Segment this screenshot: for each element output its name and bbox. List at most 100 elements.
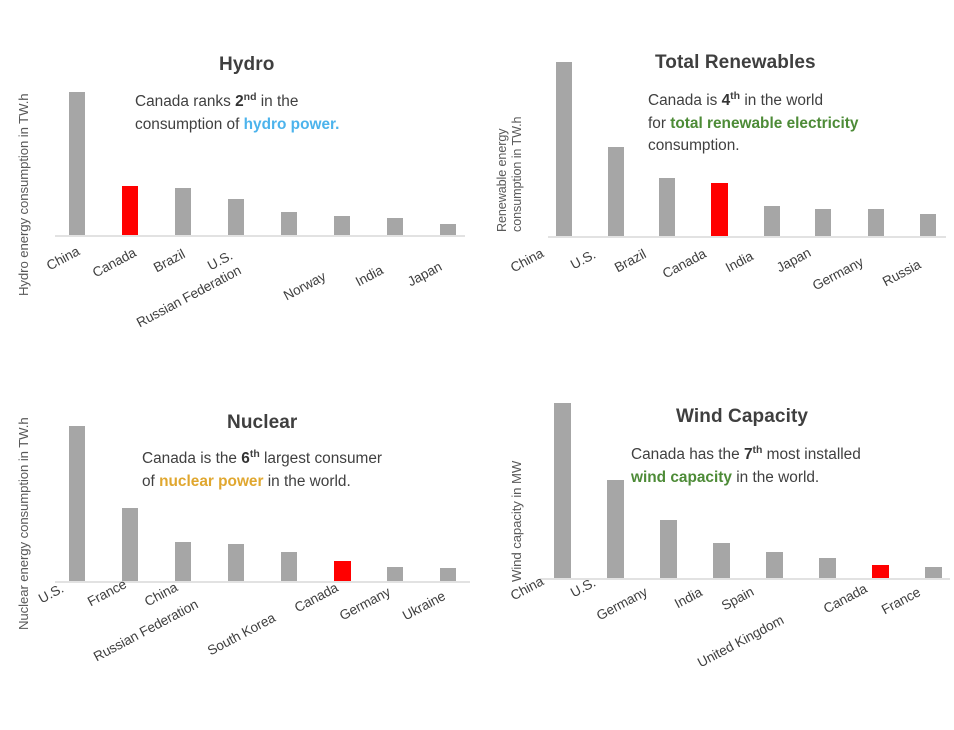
plot-area-total-renewables bbox=[548, 60, 948, 238]
chart-panel-wind-capacity: Wind capacity in MW Wind Capacity Canada… bbox=[480, 360, 954, 730]
bar-hydro-norway[interactable] bbox=[334, 216, 350, 235]
annotation-nuclear: Canada is the 6th largest consumer of nu… bbox=[142, 448, 462, 493]
bar-tr-brazil[interactable] bbox=[659, 178, 675, 236]
annotation-wind-rank: 7 bbox=[743, 446, 753, 463]
plot-area-wind bbox=[540, 400, 950, 580]
x-label-wind-canada: Canada bbox=[821, 580, 870, 617]
annotation-wind-highlight: wind capacity bbox=[631, 468, 732, 486]
annotation-tr-line1-pre: Canada is bbox=[648, 92, 722, 109]
annotation-tr-highlight: total renewable electricity bbox=[670, 114, 859, 132]
bar-nuc-russian-federation[interactable] bbox=[228, 544, 244, 581]
x-label-hydro-china: China bbox=[44, 243, 82, 274]
y-axis-title-wind-capacity: Wind capacity in MW bbox=[509, 460, 524, 582]
bar-nuc-france[interactable] bbox=[122, 508, 138, 581]
bar-hydro-india[interactable] bbox=[387, 218, 403, 235]
annotation-nuc-rank-suffix: th bbox=[249, 448, 260, 460]
bar-wind-france[interactable] bbox=[925, 567, 942, 578]
bar-wind-united-kingdom[interactable] bbox=[819, 558, 836, 578]
x-label-nuc-south-korea: South Korea bbox=[205, 610, 278, 659]
annotation-wind-line1-post: most installed bbox=[762, 446, 861, 463]
y-axis-title-nuclear: Nuclear energy consumption in TW.h bbox=[16, 417, 31, 630]
bar-wind-china[interactable] bbox=[554, 403, 571, 578]
x-label-hydro-norway: Norway bbox=[281, 268, 329, 304]
chart-title-total-renewables: Total Renewables bbox=[655, 52, 816, 73]
bar-tr-canada[interactable] bbox=[711, 183, 728, 236]
annotation-hydro-rank-suffix: nd bbox=[243, 91, 257, 103]
chart-panel-nuclear: Nuclear energy consumption in TW.h Nucle… bbox=[0, 360, 480, 730]
x-label-wind-france: France bbox=[879, 584, 923, 618]
annotation-nuc-rank: 6 bbox=[241, 450, 250, 467]
annotation-hydro-line1-pre: Canada ranks bbox=[135, 93, 236, 110]
chart-title-hydro: Hydro bbox=[219, 54, 275, 75]
bar-tr-india[interactable] bbox=[764, 206, 780, 236]
annotation-hydro-rank: 2 bbox=[235, 93, 244, 110]
x-label-nuc-russian-federation: Russian Federation bbox=[91, 596, 201, 665]
annotation-nuc-line2-post: in the world. bbox=[263, 472, 351, 490]
y-axis-title-total-renewables: Renewable energy consumption in TW.h bbox=[495, 116, 524, 232]
bar-wind-canada[interactable] bbox=[872, 565, 889, 578]
x-label-nuc-us: U.S. bbox=[36, 580, 67, 607]
bar-nuc-ukraine[interactable] bbox=[440, 568, 456, 581]
bar-hydro-japan[interactable] bbox=[440, 224, 456, 235]
bar-hydro-canada[interactable] bbox=[122, 186, 138, 235]
bar-hydro-brazil[interactable] bbox=[175, 188, 191, 235]
x-label-hydro-brazil: Brazil bbox=[151, 246, 188, 276]
chart-panel-total-renewables: Renewable energy consumption in TW.h Tot… bbox=[480, 0, 954, 360]
x-label-nuc-canada: Canada bbox=[292, 579, 341, 616]
annotation-hydro: Canada ranks 2nd in the consumption of h… bbox=[135, 91, 425, 136]
annotation-nuc-line2-pre: of bbox=[142, 472, 160, 490]
bar-hydro-russian-federation[interactable] bbox=[281, 212, 297, 235]
x-label-tr-japan: Japan bbox=[774, 244, 814, 276]
x-label-nuc-germany: Germany bbox=[337, 584, 393, 624]
x-label-wind-spain: Spain bbox=[719, 583, 757, 614]
bar-tr-russia[interactable] bbox=[920, 214, 936, 236]
x-axis-line-nuclear bbox=[55, 581, 470, 583]
annotation-nuc-line1-post: largest consumer bbox=[259, 450, 383, 467]
annotation-tr-line3: consumption. bbox=[648, 137, 740, 155]
x-axis-line-hydro bbox=[55, 235, 465, 237]
bar-tr-china[interactable] bbox=[556, 62, 572, 236]
x-label-hydro-russian-federation: Russian Federation bbox=[134, 262, 244, 331]
bar-tr-germany[interactable] bbox=[868, 209, 884, 236]
chart-title-nuclear: Nuclear bbox=[227, 412, 298, 433]
x-label-wind-india: India bbox=[672, 584, 705, 612]
annotation-tr-rank: 4 bbox=[721, 92, 731, 109]
x-label-tr-brazil: Brazil bbox=[612, 246, 649, 276]
x-label-hydro-japan: Japan bbox=[405, 258, 445, 290]
bar-nuc-canada[interactable] bbox=[334, 561, 351, 581]
x-label-nuc-china: China bbox=[142, 579, 180, 610]
bar-nuc-us[interactable] bbox=[69, 426, 85, 581]
x-label-hydro-india: India bbox=[353, 262, 386, 290]
bar-tr-japan[interactable] bbox=[815, 209, 831, 236]
annotation-hydro-line2-pre: consumption of bbox=[135, 115, 244, 133]
annotation-tr-rank-suffix: th bbox=[730, 90, 741, 102]
y-axis-title-hydro: Hydro energy consumption in TW.h bbox=[16, 93, 31, 296]
annotation-wind-line2-post: in the world. bbox=[731, 468, 820, 486]
bar-wind-india[interactable] bbox=[713, 543, 730, 578]
bar-hydro-us[interactable] bbox=[228, 199, 244, 235]
x-label-hydro-canada: Canada bbox=[90, 244, 139, 281]
x-label-wind-united-kingdom: United Kingdom bbox=[695, 612, 787, 671]
plot-area-hydro bbox=[55, 85, 465, 237]
x-axis-line-wind-capacity bbox=[540, 578, 950, 580]
x-label-nuc-ukraine: Ukraine bbox=[400, 588, 448, 624]
chart-panel-hydro: Hydro energy consumption in TW.h Hydro C… bbox=[0, 0, 480, 360]
bar-nuc-china[interactable] bbox=[175, 542, 191, 581]
x-label-tr-canada: Canada bbox=[660, 245, 709, 282]
bar-tr-us[interactable] bbox=[608, 147, 624, 236]
bar-wind-spain[interactable] bbox=[766, 552, 783, 578]
annotation-wind-rank-suffix: th bbox=[752, 444, 763, 456]
plot-area-nuclear bbox=[55, 421, 470, 583]
annotation-hydro-highlight: hydro power. bbox=[243, 115, 340, 133]
bar-wind-germany[interactable] bbox=[660, 520, 677, 578]
bar-nuc-germany[interactable] bbox=[387, 567, 403, 581]
bar-hydro-china[interactable] bbox=[69, 92, 85, 235]
bar-wind-us[interactable] bbox=[607, 480, 624, 578]
bar-nuc-south-korea[interactable] bbox=[281, 552, 297, 581]
x-axis-line-total-renewables bbox=[548, 236, 946, 238]
annotation-nuc-line1-pre: Canada is the bbox=[142, 450, 242, 467]
annotation-hydro-line1-post: in the bbox=[256, 93, 299, 110]
annotation-tr-line1-post: in the world bbox=[740, 92, 824, 109]
annotation-nuc-highlight: nuclear power bbox=[159, 472, 264, 490]
